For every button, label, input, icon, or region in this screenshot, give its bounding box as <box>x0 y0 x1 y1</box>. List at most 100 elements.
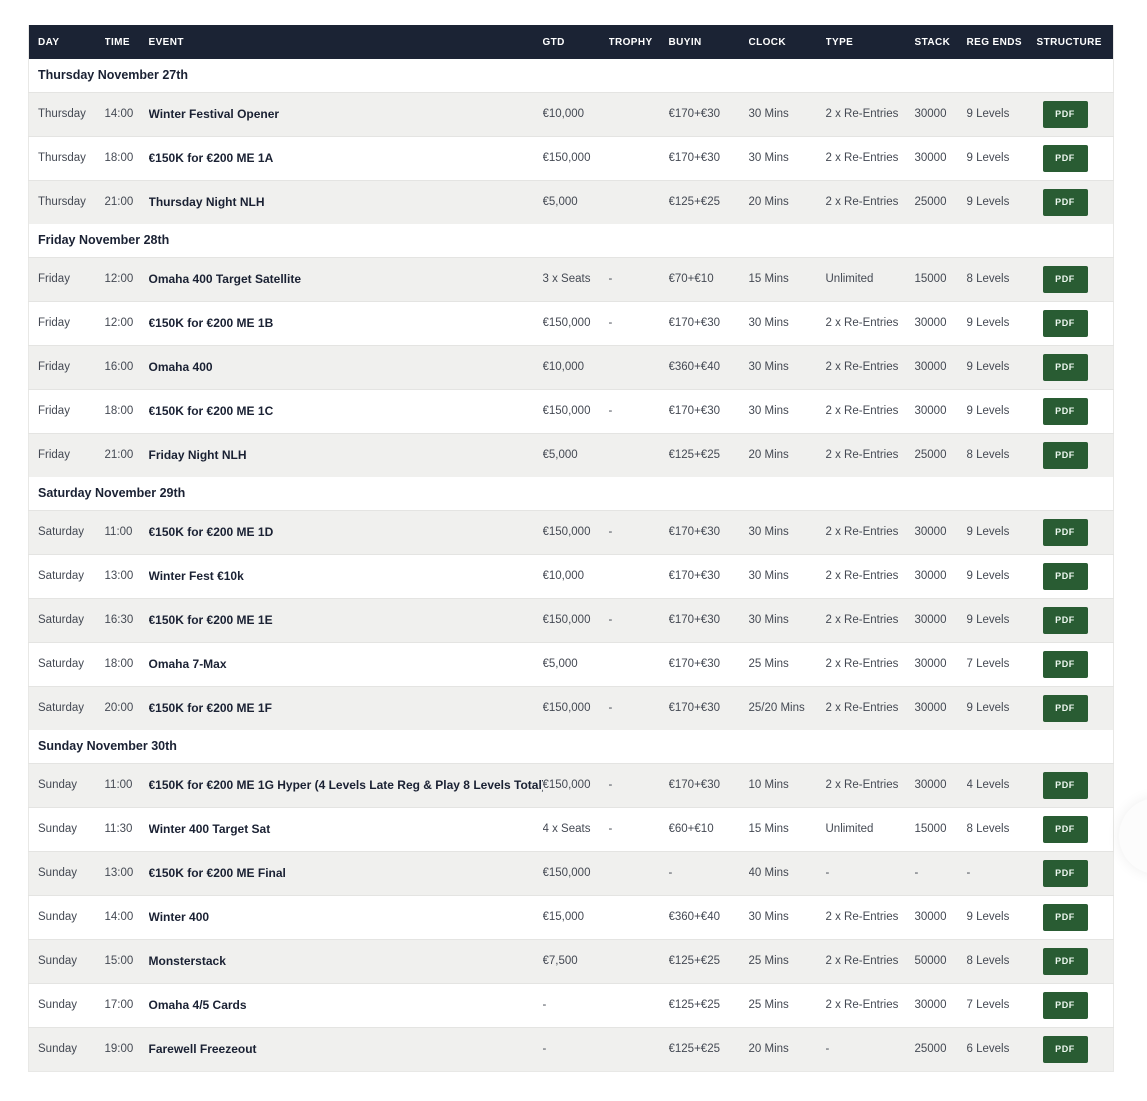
cell-day: Friday <box>38 361 70 373</box>
cell-structure: PDF <box>1037 763 1114 807</box>
cell-type: 2 x Re-Entries <box>825 361 899 373</box>
table-row: Friday 12:00 Omaha 400 Target Satellite … <box>28 257 1114 301</box>
cell-trophy <box>609 642 669 686</box>
cell-time: 12:00 <box>104 317 134 329</box>
cell-day: Thursday <box>38 196 86 209</box>
pdf-button[interactable]: PDF <box>1042 694 1088 722</box>
cell-reg-ends: 9 Levels <box>966 570 1010 582</box>
pdf-button[interactable]: PDF <box>1042 353 1088 381</box>
pdf-button[interactable]: PDF <box>1042 1035 1088 1063</box>
cell-reg-ends: 8 Levels <box>966 823 1010 835</box>
pdf-button[interactable]: PDF <box>1042 947 1088 975</box>
cell-event: €150K for €200 ME 1E <box>148 613 273 627</box>
table-row: Saturday 13:00 Winter Fest €10k €10,000 … <box>28 554 1114 598</box>
cell-time: 17:00 <box>104 999 134 1011</box>
cell-trophy <box>609 983 669 1027</box>
cell-type: Unlimited <box>825 823 874 835</box>
cell-gtd: €10,000 <box>542 361 585 373</box>
cell-gtd: 3 x Seats <box>542 273 591 285</box>
cell-event: Omaha 4/5 Cards <box>148 998 247 1012</box>
cell-buyin: - <box>668 867 673 879</box>
pdf-button[interactable]: PDF <box>1042 144 1088 172</box>
cell-event: €150K for €200 ME 1A <box>148 151 274 165</box>
cell-trophy <box>609 433 669 477</box>
cell-structure: PDF <box>1037 598 1114 642</box>
table-row: Saturday 11:00 €150K for €200 ME 1D €150… <box>28 510 1114 554</box>
cell-gtd: - <box>542 999 547 1011</box>
cell-clock: 30 Mins <box>748 911 789 923</box>
pdf-button[interactable]: PDF <box>1042 100 1088 128</box>
column-header-event: EVENT <box>148 36 184 48</box>
cell-gtd: €5,000 <box>542 658 578 670</box>
cell-day: Friday <box>38 449 70 462</box>
cell-reg-ends: 9 Levels <box>966 702 1010 715</box>
cell-event: Friday Night NLH <box>148 448 247 463</box>
pdf-button[interactable]: PDF <box>1042 859 1088 887</box>
cell-clock: 25 Mins <box>748 955 789 967</box>
cell-type: 2 x Re-Entries <box>825 152 899 164</box>
section-header-row: Thursday November 27th <box>28 59 1114 92</box>
pdf-button[interactable]: PDF <box>1042 441 1088 469</box>
pdf-button[interactable]: PDF <box>1042 265 1088 293</box>
cell-clock: 25/20 Mins <box>748 702 805 715</box>
cell-reg-ends: 9 Levels <box>966 317 1010 329</box>
cell-time: 15:00 <box>104 955 134 967</box>
cell-type: Unlimited <box>825 273 874 285</box>
cell-event: Omaha 400 Target Satellite <box>148 272 302 286</box>
cell-day: Thursday <box>38 152 86 164</box>
cell-reg-ends: 8 Levels <box>966 273 1010 285</box>
pdf-button[interactable]: PDF <box>1042 650 1088 678</box>
tournament-schedule-table: DAY TIME EVENT GTD TROPHY BUYIN CLOCK TY… <box>28 25 1114 1072</box>
cell-time: 11:00 <box>104 526 133 538</box>
cell-structure: PDF <box>1037 92 1114 136</box>
section-header-row: Sunday November 30th <box>28 730 1114 763</box>
pdf-button[interactable]: PDF <box>1042 903 1088 931</box>
cell-gtd: €150,000 <box>542 405 591 417</box>
cell-day: Saturday <box>38 658 85 670</box>
pdf-button[interactable]: PDF <box>1042 606 1088 634</box>
cell-trophy: - <box>608 779 613 791</box>
cell-stack: 30000 <box>914 526 947 538</box>
cell-event: Winter 400 <box>148 910 210 924</box>
cell-event: €150K for €200 ME 1D <box>148 525 274 539</box>
cell-buyin: €170+€30 <box>668 152 721 164</box>
cell-clock: 30 Mins <box>748 152 789 164</box>
cell-event: €150K for €200 ME 1C <box>148 404 274 418</box>
cell-buyin: €125+€25 <box>668 955 721 967</box>
cell-stack: 30000 <box>914 702 947 715</box>
column-header-reg-ends: REG ENDS <box>966 36 1022 48</box>
cell-buyin: €360+€40 <box>668 361 721 373</box>
table-row: Sunday 14:00 Winter 400 €15,000 €360+€40… <box>28 895 1114 939</box>
cell-stack: 30000 <box>914 361 947 373</box>
cell-time: 16:30 <box>104 614 134 626</box>
cell-time: 21:00 <box>104 196 134 209</box>
cell-trophy: - <box>608 526 613 538</box>
pdf-button[interactable]: PDF <box>1042 518 1088 546</box>
cell-reg-ends: 9 Levels <box>966 361 1010 373</box>
table-row: Sunday 11:30 Winter 400 Target Sat 4 x S… <box>28 807 1114 851</box>
pdf-button[interactable]: PDF <box>1042 815 1088 843</box>
cell-stack: 30000 <box>914 911 947 923</box>
pdf-button[interactable]: PDF <box>1042 562 1088 590</box>
cell-event: Monsterstack <box>148 954 226 968</box>
pdf-button[interactable]: PDF <box>1042 188 1088 216</box>
pdf-button[interactable]: PDF <box>1042 771 1088 799</box>
floating-widget-button[interactable] <box>1119 798 1147 874</box>
column-header-day: DAY <box>38 36 60 48</box>
cell-structure: PDF <box>1037 136 1114 180</box>
cell-structure: PDF <box>1037 939 1114 983</box>
cell-stack: 25000 <box>914 449 947 462</box>
section-header-row: Friday November 28th <box>28 224 1114 257</box>
cell-clock: 20 Mins <box>748 1043 789 1055</box>
pdf-button[interactable]: PDF <box>1042 309 1088 337</box>
cell-structure: PDF <box>1037 642 1114 686</box>
pdf-button[interactable]: PDF <box>1042 991 1088 1019</box>
cell-type: 2 x Re-Entries <box>825 614 899 626</box>
cell-reg-ends: 9 Levels <box>966 614 1010 626</box>
cell-reg-ends: 9 Levels <box>966 911 1010 923</box>
cell-gtd: €150,000 <box>542 526 591 538</box>
cell-day: Sunday <box>38 867 78 879</box>
cell-day: Sunday <box>38 955 78 967</box>
pdf-button[interactable]: PDF <box>1042 397 1088 425</box>
cell-stack: - <box>914 867 919 879</box>
